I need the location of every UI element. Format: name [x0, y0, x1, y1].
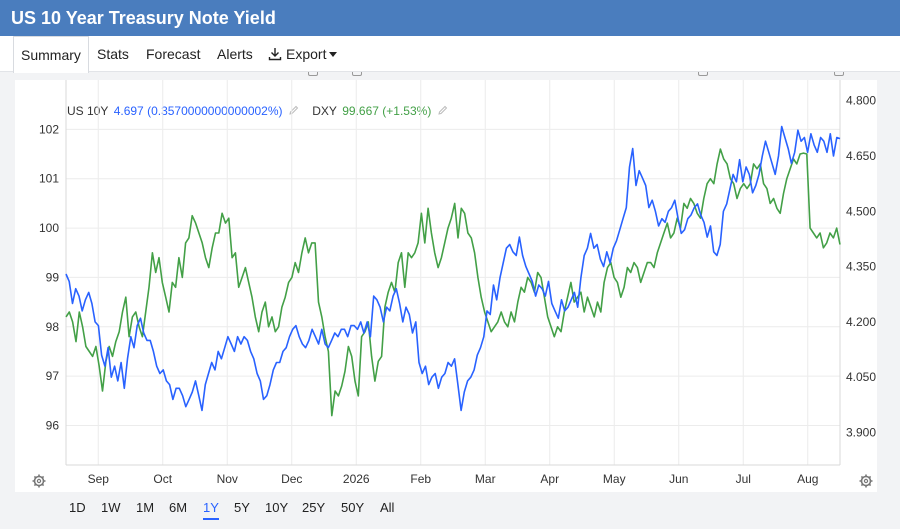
left-y-tick-label: 96 — [46, 419, 60, 433]
x-tick-label: Oct — [153, 472, 172, 486]
left-y-tick-label: 102 — [39, 122, 59, 136]
x-tick-label: Apr — [540, 472, 559, 486]
range-1w[interactable]: 1W — [101, 500, 121, 515]
range-50y[interactable]: 50Y — [341, 500, 365, 515]
x-tick-label: 2026 — [343, 472, 370, 486]
range-25y[interactable]: 25Y — [302, 500, 326, 515]
right-y-tick-label: 4.500 — [846, 204, 876, 218]
chart-legend: US 10Y 4.697 (0.3570000000000002%) DXY 9… — [67, 104, 458, 118]
right-y-tick-label: 4.800 — [846, 94, 876, 108]
line-chart[interactable]: Sep Oct Nov Dec 2026 Feb Mar Apr May Jun Jul Aug 102… — [15, 80, 877, 492]
edit-icon[interactable] — [437, 105, 448, 116]
right-y-tick-label: 4.050 — [846, 370, 876, 384]
x-tick-label: Mar — [475, 472, 496, 486]
x-tick-label: Jul — [736, 472, 751, 486]
x-tick-label: Feb — [410, 472, 431, 486]
download-icon — [268, 48, 282, 61]
tab-bar: Summary Stats Forecast Alerts Export — [0, 36, 900, 73]
range-1d[interactable]: 1D — [69, 500, 86, 515]
toolbar-remnant — [0, 72, 900, 79]
chart-container: US 10Y 4.697 (0.3570000000000002%) DXY 9… — [15, 80, 877, 492]
range-5y[interactable]: 5Y — [234, 500, 250, 515]
tab-export[interactable]: Export — [268, 36, 338, 72]
gear-icon[interactable] — [31, 473, 47, 489]
left-y-tick-label: 100 — [39, 221, 59, 235]
range-1m[interactable]: 1M — [136, 500, 155, 515]
x-tick-label: May — [603, 472, 626, 486]
range-10y[interactable]: 10Y — [265, 500, 289, 515]
range-6m[interactable]: 6M — [169, 500, 188, 515]
gear-icon[interactable] — [858, 473, 874, 489]
series-dxy-line — [65, 148, 841, 417]
series-us10y-line — [65, 125, 841, 412]
page-title: US 10 Year Treasury Note Yield — [0, 0, 900, 36]
x-tick-label: Dec — [281, 472, 302, 486]
tab-alerts[interactable]: Alerts — [217, 46, 253, 62]
legend-dxy-value: 99.667 (+1.53%) — [342, 104, 432, 118]
left-y-tick-label: 101 — [39, 172, 59, 186]
x-tick-label: Aug — [797, 472, 818, 486]
export-label: Export — [286, 46, 327, 62]
right-y-tick-label: 4.350 — [846, 260, 876, 274]
tab-summary[interactable]: Summary — [13, 36, 89, 73]
x-tick-label: Sep — [88, 472, 110, 486]
right-y-tick-label: 4.650 — [846, 149, 876, 163]
right-y-tick-label: 3.900 — [846, 426, 876, 440]
tab-forecast[interactable]: Forecast — [146, 46, 201, 62]
left-y-tick-label: 99 — [46, 270, 60, 284]
range-1y[interactable]: 1Y — [203, 496, 219, 520]
legend-dxy-name: DXY — [312, 104, 337, 118]
right-y-tick-label: 4.200 — [846, 315, 876, 329]
legend-us10y-value: 4.697 (0.3570000000000002%) — [113, 104, 283, 118]
left-y-tick-label: 98 — [46, 320, 60, 334]
tab-stats[interactable]: Stats — [97, 46, 129, 62]
x-tick-label: Nov — [217, 472, 238, 486]
x-tick-label: Jun — [669, 472, 688, 486]
range-all[interactable]: All — [380, 500, 395, 515]
chevron-down-icon — [329, 52, 338, 57]
left-y-tick-label: 97 — [46, 369, 60, 383]
